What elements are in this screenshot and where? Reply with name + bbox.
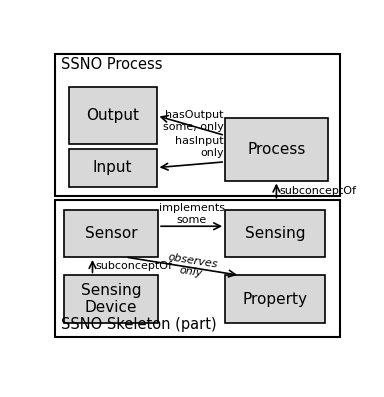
Text: Sensor: Sensor — [85, 226, 137, 241]
Bar — [225, 118, 328, 181]
Bar — [65, 210, 158, 257]
Bar — [225, 210, 325, 257]
Text: hasInput
only: hasInput only — [175, 137, 223, 158]
Bar — [69, 87, 157, 144]
Bar — [55, 200, 340, 337]
Text: Process: Process — [247, 142, 306, 157]
Text: hasOutput
some, only: hasOutput some, only — [163, 110, 223, 132]
Text: Output: Output — [86, 108, 139, 123]
Text: Sensing: Sensing — [245, 226, 305, 241]
Text: Property: Property — [242, 291, 308, 306]
Text: implements
some: implements some — [159, 203, 225, 225]
Text: observes
only: observes only — [165, 252, 218, 281]
Text: SSNO Skeleton (part): SSNO Skeleton (part) — [61, 317, 217, 332]
Text: SSNO Process: SSNO Process — [61, 57, 163, 72]
Text: subconceptOf: subconceptOf — [96, 261, 172, 271]
Bar — [69, 148, 157, 187]
Bar — [55, 54, 340, 196]
Text: subconceptOf: subconceptOf — [280, 185, 356, 196]
Text: Input: Input — [93, 160, 132, 175]
Text: Sensing
Device: Sensing Device — [81, 283, 141, 315]
Bar — [65, 276, 158, 323]
Bar — [225, 276, 325, 323]
